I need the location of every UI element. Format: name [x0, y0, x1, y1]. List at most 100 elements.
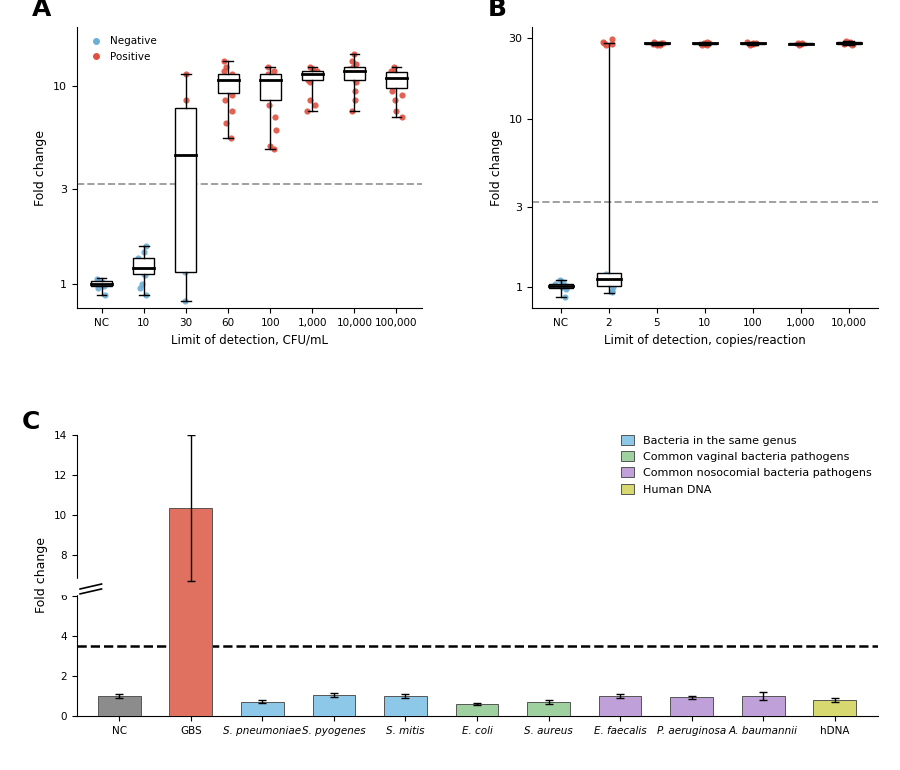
- Point: [224, 69, 238, 81]
- Point: [387, 61, 401, 73]
- Point: [266, 85, 281, 97]
- Point: [224, 132, 238, 144]
- Point: [139, 289, 153, 301]
- Bar: [169, 508, 212, 716]
- Bar: [598, 696, 642, 716]
- Point: [699, 36, 714, 49]
- Bar: [260, 75, 281, 100]
- Point: [308, 99, 322, 112]
- Point: [558, 290, 572, 303]
- Point: [605, 286, 619, 299]
- Bar: [312, 695, 356, 716]
- Bar: [302, 71, 323, 80]
- Point: [259, 89, 274, 102]
- Point: [91, 282, 105, 294]
- Point: [97, 277, 112, 290]
- Point: [795, 38, 809, 50]
- Point: [258, 80, 273, 92]
- Point: [306, 63, 320, 75]
- Point: [180, 117, 194, 129]
- Point: [351, 65, 365, 77]
- Bar: [813, 700, 856, 716]
- Point: [746, 38, 760, 51]
- Bar: [98, 696, 141, 716]
- Bar: [302, 71, 323, 80]
- Point: [351, 69, 365, 81]
- Legend: Negative, Positive: Negative, Positive: [82, 32, 161, 65]
- Point: [598, 38, 613, 51]
- Point: [89, 273, 104, 286]
- Point: [92, 277, 106, 290]
- Bar: [384, 696, 427, 716]
- Point: [302, 61, 317, 73]
- Point: [740, 36, 754, 49]
- Bar: [218, 75, 238, 93]
- Point: [647, 36, 662, 49]
- Point: [645, 38, 660, 50]
- Point: [134, 262, 148, 274]
- Point: [141, 262, 156, 274]
- Point: [386, 69, 400, 81]
- Point: [605, 38, 619, 50]
- Point: [559, 280, 573, 292]
- Point: [221, 85, 236, 97]
- Point: [698, 38, 712, 50]
- Bar: [788, 43, 813, 44]
- Bar: [386, 72, 407, 88]
- Point: [384, 65, 399, 77]
- Point: [390, 71, 404, 83]
- Point: [96, 280, 111, 292]
- Point: [389, 105, 403, 117]
- Bar: [176, 108, 196, 272]
- Point: [180, 109, 194, 121]
- Point: [140, 240, 154, 253]
- Point: [176, 189, 191, 202]
- Bar: [788, 43, 813, 44]
- Bar: [645, 42, 669, 44]
- Bar: [741, 43, 765, 44]
- Point: [91, 275, 105, 287]
- Point: [303, 72, 318, 85]
- Point: [310, 65, 324, 77]
- Point: [346, 61, 360, 73]
- Bar: [386, 72, 407, 88]
- Point: [225, 105, 239, 117]
- Point: [263, 139, 277, 152]
- Point: [184, 183, 198, 196]
- Point: [140, 258, 155, 270]
- Point: [179, 94, 194, 106]
- Bar: [133, 258, 155, 274]
- Point: [137, 268, 151, 280]
- Point: [180, 258, 194, 270]
- Bar: [693, 43, 717, 44]
- Point: [553, 274, 567, 286]
- Bar: [455, 704, 499, 716]
- Point: [181, 262, 195, 274]
- Point: [345, 105, 359, 117]
- Point: [348, 58, 363, 70]
- Point: [137, 246, 151, 258]
- Point: [303, 94, 318, 106]
- Bar: [549, 283, 573, 287]
- Bar: [176, 108, 196, 272]
- Point: [90, 277, 104, 290]
- Point: [216, 72, 230, 85]
- Point: [837, 36, 851, 49]
- Point: [699, 38, 714, 51]
- Point: [394, 111, 409, 123]
- Point: [139, 266, 153, 278]
- Point: [262, 99, 276, 112]
- Point: [267, 65, 282, 77]
- Point: [743, 38, 758, 50]
- Point: [604, 274, 618, 286]
- Point: [97, 289, 112, 301]
- Point: [650, 39, 664, 52]
- Point: [702, 36, 716, 49]
- Point: [268, 124, 283, 136]
- Point: [742, 39, 757, 52]
- Point: [695, 39, 709, 52]
- Point: [300, 71, 314, 83]
- Legend: Bacteria in the same genus, Common vaginal bacteria pathogens, Common nosocomial: Bacteria in the same genus, Common vagin…: [621, 435, 872, 494]
- Bar: [91, 281, 112, 286]
- Point: [598, 271, 612, 283]
